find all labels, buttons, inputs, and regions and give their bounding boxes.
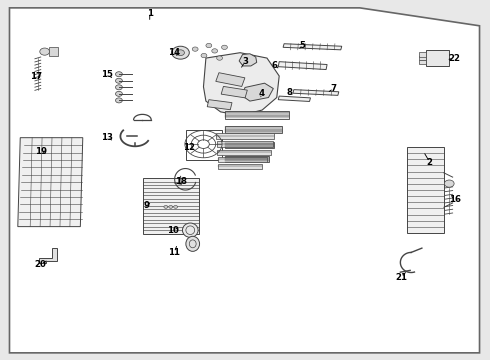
Bar (419, 52, 426, 57)
Circle shape (40, 48, 49, 55)
Text: 17: 17 (30, 72, 42, 81)
Circle shape (169, 206, 172, 208)
Text: 12: 12 (183, 143, 195, 152)
Polygon shape (278, 96, 311, 102)
Circle shape (217, 56, 222, 60)
Circle shape (221, 45, 227, 49)
Text: 11: 11 (168, 248, 180, 257)
Bar (186, 130, 221, 160)
Polygon shape (293, 90, 339, 95)
Text: 1: 1 (147, 9, 153, 18)
Bar (218, 157, 267, 162)
Text: 18: 18 (175, 177, 188, 186)
Text: 20: 20 (35, 260, 47, 269)
Text: 19: 19 (35, 147, 47, 156)
Ellipse shape (186, 236, 199, 251)
Text: 8: 8 (287, 87, 293, 96)
Circle shape (176, 50, 184, 55)
Circle shape (164, 206, 168, 208)
Bar (207, 100, 232, 110)
Polygon shape (225, 126, 282, 134)
Polygon shape (18, 138, 83, 226)
Text: 21: 21 (395, 273, 407, 282)
Text: 4: 4 (259, 89, 265, 98)
Circle shape (206, 43, 212, 48)
Text: 7: 7 (330, 84, 336, 93)
Bar (143, 178, 199, 234)
Circle shape (116, 72, 122, 77)
Circle shape (444, 180, 454, 187)
Polygon shape (278, 62, 327, 69)
Circle shape (116, 98, 122, 103)
Bar (221, 86, 247, 98)
Text: 9: 9 (143, 201, 149, 210)
Circle shape (172, 46, 189, 59)
Bar (217, 141, 273, 147)
Polygon shape (239, 54, 257, 66)
Polygon shape (225, 156, 270, 162)
Polygon shape (203, 53, 279, 116)
Text: 15: 15 (101, 71, 113, 80)
Bar (49, 47, 58, 56)
Bar (419, 56, 426, 60)
Circle shape (116, 85, 122, 90)
Circle shape (201, 53, 207, 58)
Circle shape (192, 47, 198, 51)
Bar (426, 50, 449, 66)
Polygon shape (9, 8, 480, 353)
Bar (218, 164, 262, 168)
Circle shape (116, 78, 122, 83)
Bar (216, 73, 245, 86)
Polygon shape (283, 44, 342, 50)
Polygon shape (242, 83, 273, 101)
Text: 5: 5 (300, 41, 306, 50)
Bar (216, 134, 274, 139)
Circle shape (173, 206, 177, 208)
Polygon shape (225, 141, 274, 148)
Text: 3: 3 (242, 57, 248, 66)
Text: 14: 14 (168, 48, 180, 57)
Text: 13: 13 (101, 133, 113, 142)
Polygon shape (39, 248, 57, 263)
Text: 2: 2 (427, 158, 433, 167)
Text: 6: 6 (271, 61, 277, 70)
Text: 16: 16 (449, 195, 461, 204)
Text: 10: 10 (167, 226, 179, 235)
Circle shape (116, 91, 122, 96)
Bar (419, 59, 426, 64)
Circle shape (212, 49, 218, 53)
Ellipse shape (182, 223, 198, 237)
Bar (407, 147, 444, 233)
Bar (217, 149, 271, 154)
Polygon shape (225, 111, 289, 119)
Text: 22: 22 (448, 54, 460, 63)
